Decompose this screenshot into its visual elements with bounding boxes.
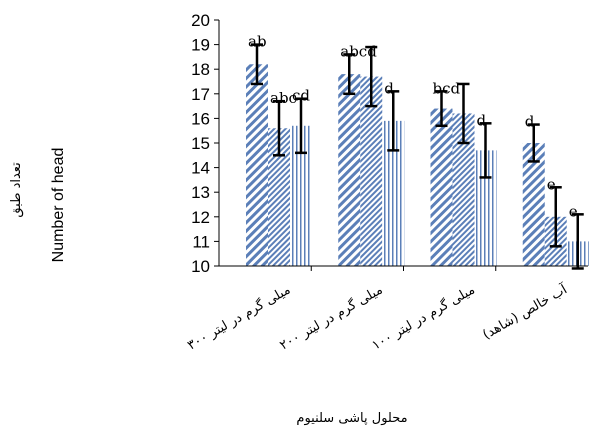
significance-letter: ab [248,33,267,51]
y-tick-label: 17 [191,85,210,104]
error-bar [435,90,448,128]
significance-letter: bcd [433,79,461,97]
category-label: آب خالص (شاهد) [479,280,571,343]
y-tick-label: 16 [191,109,210,128]
error-bars-group [251,43,584,270]
bar [474,150,497,266]
error-bar [549,186,562,248]
significance-letter: d [477,111,487,129]
y-axis-label-fa: تعداد طبق [9,162,24,218]
y-tick-label: 10 [191,257,210,276]
bar [452,113,475,266]
y-tick-label: 19 [191,36,210,55]
y-tick-label: 18 [191,60,210,79]
bar [522,143,545,266]
significance-letter: d [384,79,394,97]
category-label: ۱۰۰ میلی گرم در لیتر [369,282,477,354]
y-axis-ticks: 10 11 12 13 14 15 16 17 18 19 20 [191,11,219,276]
y-tick-label: 15 [191,134,210,153]
y-tick-label: 11 [192,232,210,251]
error-bar [343,53,356,96]
y-tick-label: 12 [191,208,210,227]
bar [290,125,312,266]
bar [360,76,383,266]
error-bar [295,97,307,155]
significance-letter: d [525,113,535,131]
y-tick-label: 14 [191,159,210,178]
error-bar [527,123,540,163]
bar [268,128,290,266]
x-axis-ticks [310,266,497,271]
error-bar [479,122,492,179]
category-label: ۳۰۰ میلی گرم در لیتر [185,282,293,354]
error-bar [571,213,584,270]
error-bar [273,99,285,157]
x-axis-label: محلول پاشی سلنیوم [296,411,407,426]
category-label: ۲۰۰ میلی گرم در لیتر [277,282,385,354]
y-axis-title: تعداد طبق Number of head [9,148,67,263]
y-axis-label-en: Number of head [50,148,67,263]
bar [246,64,268,266]
bar [430,108,453,266]
error-bar [457,82,470,145]
error-bar [365,45,378,108]
significance-letter: e [547,175,556,193]
significance-letter: abc [270,89,297,107]
error-bar [387,90,400,152]
error-bar [251,43,263,86]
significance-letter: abcd [340,42,377,60]
y-tick-label: 20 [191,11,210,30]
bar [382,120,405,266]
significance-letter: cd [292,87,310,105]
significance-letter: e [569,202,578,220]
bar [338,74,361,267]
y-tick-label: 13 [191,183,210,202]
